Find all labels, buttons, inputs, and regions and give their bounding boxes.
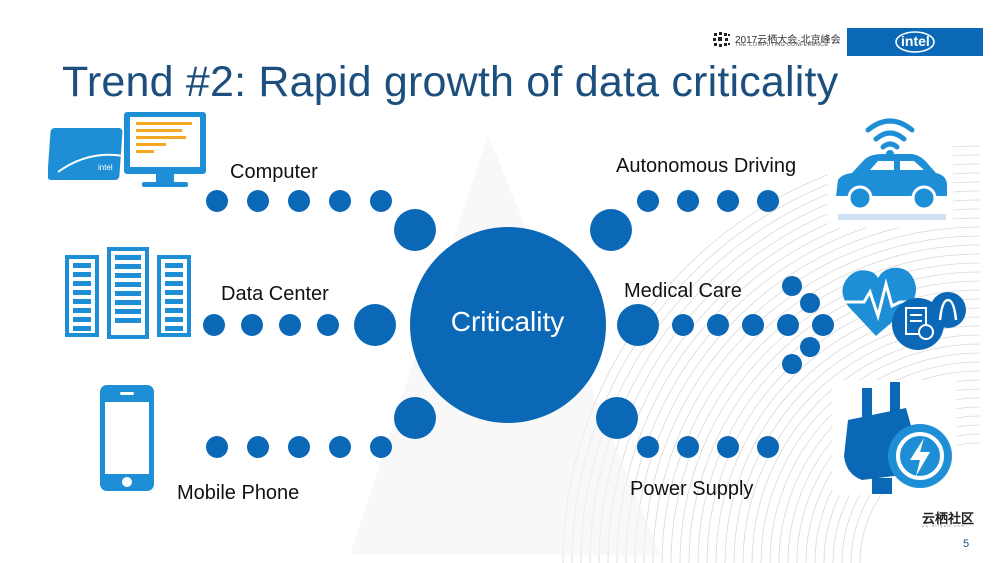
label-autonomous-driving: Autonomous Driving [616, 155, 797, 177]
dot [637, 190, 659, 212]
connected-car-icon [828, 104, 953, 228]
rack-slot [73, 299, 91, 304]
rack-slot [115, 264, 141, 269]
dot [247, 190, 269, 212]
dot [742, 314, 764, 336]
rack-slot [115, 309, 141, 314]
mobile-phone-icon [100, 385, 154, 491]
label-data-center: Data Center [221, 283, 329, 305]
label-power-supply: Power Supply [630, 478, 754, 500]
rack-slot [73, 263, 91, 268]
rack-slot [73, 326, 91, 331]
heart-health-icon [842, 267, 966, 350]
conference-name-cn: 2017云栖大会·北京峰会 [735, 35, 841, 46]
footer-logo-sub: yq.aliyun.com [922, 523, 966, 528]
background-arc [769, 352, 981, 563]
label-computer: Computer [230, 161, 318, 183]
hub-label: Criticality [450, 306, 565, 337]
dot [757, 190, 779, 212]
rack-slot [165, 299, 183, 304]
dot [394, 209, 436, 251]
dot [288, 436, 310, 458]
conference-name-en: THE COMPUTING CONFERENCE [735, 42, 829, 48]
dot [707, 314, 729, 336]
rack-slot [165, 281, 183, 286]
dot [672, 314, 694, 336]
dot [677, 190, 699, 212]
dot [241, 314, 263, 336]
dot [203, 314, 225, 336]
rack-slot [115, 318, 141, 323]
dot [247, 436, 269, 458]
dot [279, 314, 301, 336]
page-number: 5 [963, 538, 970, 550]
power-plug-icon [832, 380, 957, 495]
conference-logo: 2017云栖大会·北京峰会 THE COMPUTING CONFERENCE [712, 30, 841, 52]
dot [637, 436, 659, 458]
label-medical-care: Medical Care [624, 280, 742, 302]
svg-text:intel: intel [98, 163, 113, 172]
dot [317, 314, 339, 336]
dot [617, 304, 659, 346]
dot [757, 436, 779, 458]
background-arc [760, 343, 981, 563]
rack-slot [115, 291, 141, 296]
footer-logo: 云栖社区 [922, 511, 975, 526]
dot [812, 314, 834, 336]
rack-slot [115, 282, 141, 287]
dot [206, 190, 228, 212]
background-arc [679, 262, 981, 563]
rack-slot [73, 317, 91, 322]
background-arc [661, 244, 981, 563]
dot [370, 190, 392, 212]
rack-slot [115, 300, 141, 305]
rack-slot [73, 308, 91, 313]
background-arc [670, 253, 981, 563]
rack-slot [115, 255, 141, 260]
slide-title: Trend #2: Rapid growth of data criticali… [62, 58, 839, 106]
conference-emblem-icon [713, 32, 730, 47]
dot [329, 436, 351, 458]
rack-slot [115, 273, 141, 278]
dot [329, 190, 351, 212]
dot [717, 190, 739, 212]
dot [800, 293, 820, 313]
dot [394, 397, 436, 439]
dot [206, 436, 228, 458]
rack-slot [73, 272, 91, 277]
dot [596, 397, 638, 439]
label-mobile-phone: Mobile Phone [177, 482, 300, 504]
computer-icon: intel [48, 112, 206, 187]
intel-banner: intel [847, 28, 983, 56]
rack-slot [165, 272, 183, 277]
dot [782, 354, 802, 374]
dot [782, 276, 802, 296]
rack-slot [165, 326, 183, 331]
dot [800, 337, 820, 357]
rack-slot [73, 281, 91, 286]
rack-slot [73, 290, 91, 295]
intel-logo-text: intel [901, 33, 930, 49]
rack-slot [165, 263, 183, 268]
dot [677, 436, 699, 458]
dot [370, 436, 392, 458]
rack-slot [165, 308, 183, 313]
dot [717, 436, 739, 458]
rack-slot [165, 290, 183, 295]
dot [354, 304, 396, 346]
dot [288, 190, 310, 212]
criticality-hub [410, 227, 606, 423]
dot [777, 314, 799, 336]
server-rack-icon [65, 247, 191, 339]
dot [590, 209, 632, 251]
intel-swoosh-icon [895, 31, 935, 53]
rack-slot [165, 317, 183, 322]
